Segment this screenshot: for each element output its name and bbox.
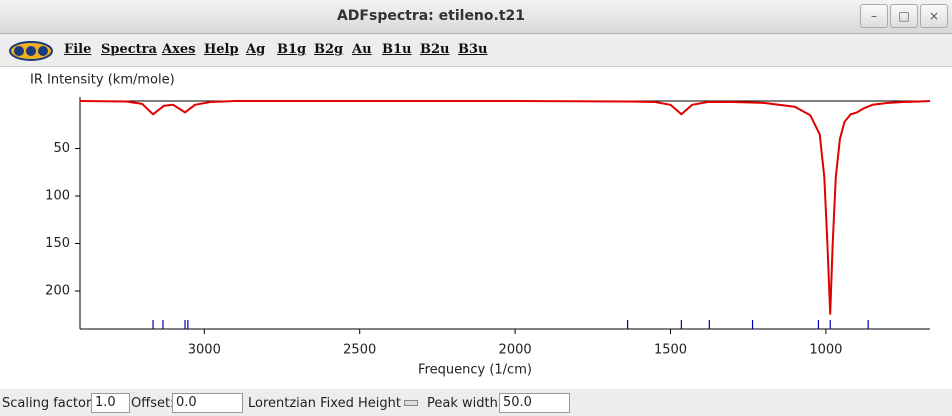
scaling-input[interactable]: 1.0 (91, 393, 130, 413)
menu-item[interactable]: Spectra (101, 42, 157, 57)
window-title: ADFspectra: etileno.t21 (336, 8, 526, 24)
minimize-button[interactable]: – (860, 4, 888, 28)
x-tick-label: 1500 (654, 343, 687, 358)
menu-item[interactable]: Help (204, 42, 239, 57)
x-tick-label: 2000 (499, 343, 532, 358)
x-tick-label: 3000 (188, 343, 221, 358)
chart-background (0, 67, 952, 389)
peak-width-input[interactable]: 50.0 (499, 393, 570, 413)
peak-width-label: Peak width: (427, 396, 503, 411)
x-tick-label: 2500 (343, 343, 376, 358)
control-bar: Scaling factor: 1.0 Offset: 0.0 Lorentzi… (0, 390, 952, 416)
maximize-button[interactable]: □ (890, 4, 918, 28)
menu-item[interactable]: Axes (162, 42, 196, 57)
close-button[interactable]: × (920, 4, 948, 28)
y-tick-label: 50 (53, 141, 70, 156)
lorentzian-toggle[interactable] (404, 400, 418, 406)
menu-item[interactable]: Au (352, 42, 372, 57)
offset-label: Offset: (131, 396, 175, 411)
offset-input[interactable]: 0.0 (172, 393, 243, 413)
y-axis-label: IR Intensity (km/mole) (30, 73, 175, 88)
menu-bar: File Spectra Axes Help Ag B1g B2g Au B1u B2u B3u (0, 34, 952, 67)
menu-item[interactable]: B3u (458, 42, 488, 57)
logo (9, 41, 53, 61)
x-axis-label: Frequency (1/cm) (418, 363, 532, 378)
y-tick-label: 200 (45, 284, 70, 299)
chart: IR Intensity (km/mole) Frequency (1/cm) … (0, 67, 952, 389)
menu-item[interactable]: B2u (420, 42, 450, 57)
menu-item[interactable]: Ag (246, 42, 266, 57)
title-bar: ADFspectra: etileno.t21 – □ × (0, 0, 952, 34)
menu-item[interactable]: B1u (382, 42, 412, 57)
y-tick-label: 100 (45, 189, 70, 204)
lorentzian-label: Lorentzian Fixed Height (248, 396, 401, 411)
menu-item[interactable]: B2g (314, 42, 344, 57)
spectrum-line (79, 100, 931, 315)
x-tick-label: 1000 (809, 343, 842, 358)
scaling-label: Scaling factor: (2, 396, 96, 411)
menu-item[interactable]: B1g (277, 42, 307, 57)
y-tick-label: 150 (45, 236, 70, 251)
menu-item[interactable]: File (64, 42, 92, 57)
